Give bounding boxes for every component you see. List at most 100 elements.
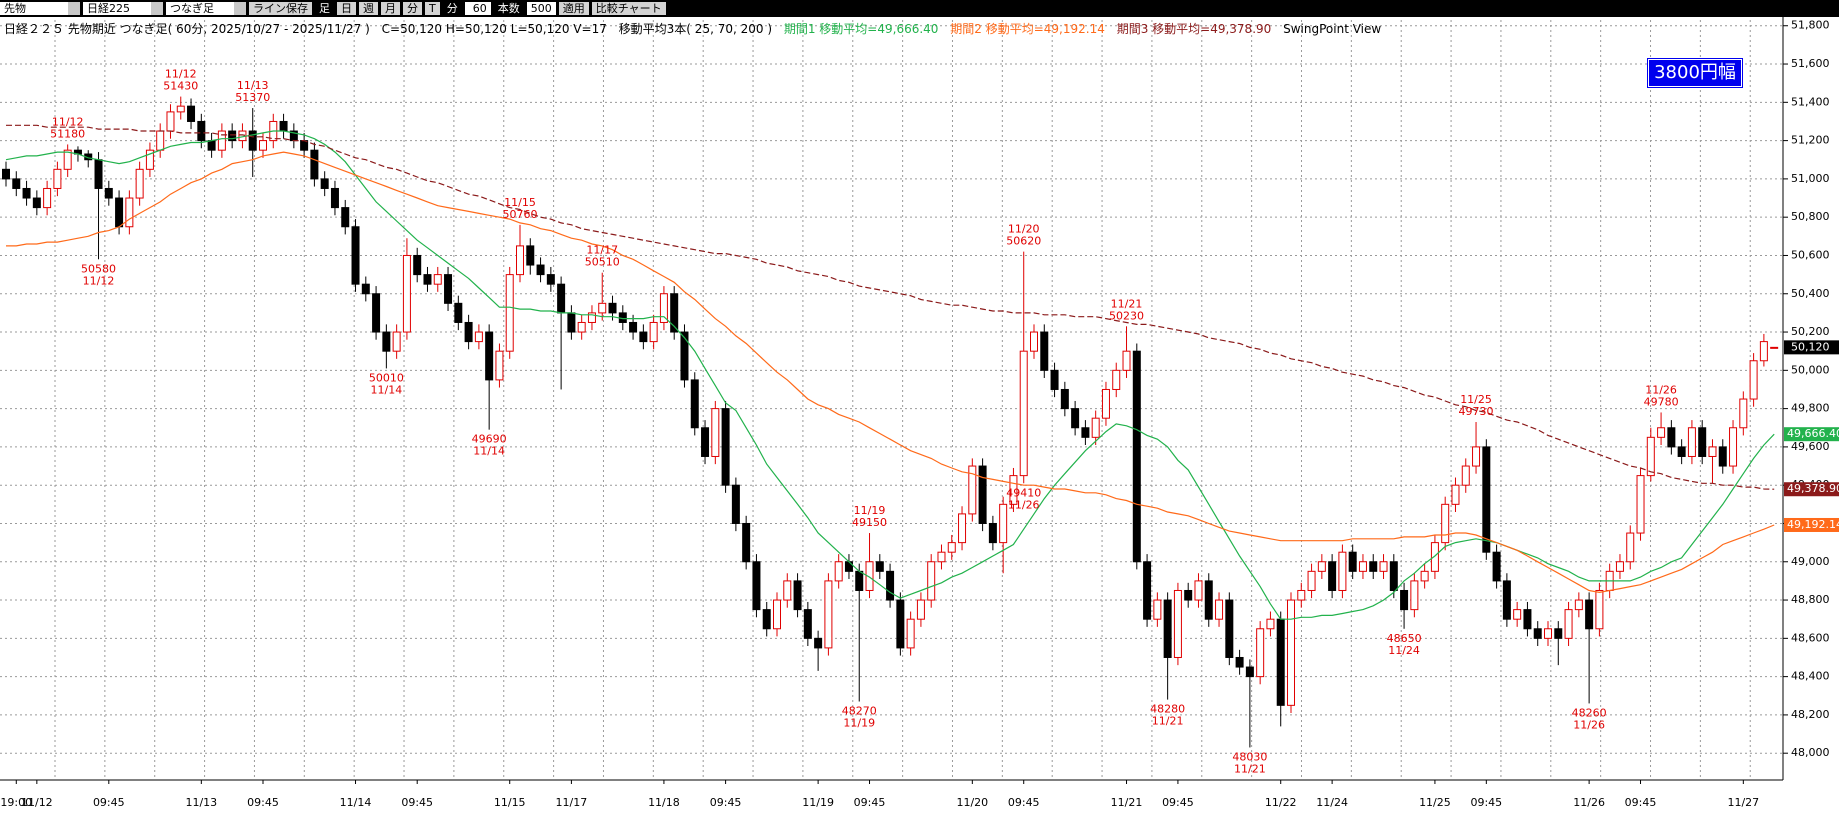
legend-entry: 期間3 移動平均=49,378.90 <box>1117 22 1272 36</box>
x-tick-label: 11/15 <box>494 796 526 809</box>
candle-body <box>814 637 823 649</box>
candle-body <box>1379 561 1388 572</box>
x-tick-label: 09:45 <box>93 796 125 809</box>
market-select[interactable]: 先物 <box>0 2 80 15</box>
y-tick-label: 51,000 <box>1791 172 1830 185</box>
candle-body <box>906 618 915 649</box>
day-button[interactable]: 日 <box>337 2 356 15</box>
candle-body <box>1574 599 1583 611</box>
candle-body <box>762 609 771 630</box>
candle-body <box>1461 465 1470 486</box>
candle-body <box>916 599 925 620</box>
candle-body <box>978 465 987 524</box>
count-input[interactable]: 500 <box>526 2 556 15</box>
swing-date: 11/12 <box>52 115 84 128</box>
candle-body <box>433 274 442 285</box>
swing-date: 11/12 <box>165 68 197 81</box>
candle-body <box>1718 446 1727 467</box>
x-tick-label: 11/13 <box>185 796 217 809</box>
week-button[interactable]: 週 <box>359 2 378 15</box>
candle-body <box>1081 427 1090 438</box>
ma-price-label: 49,666.40 <box>1787 427 1839 440</box>
candle-body <box>135 168 144 199</box>
y-tick-label: 50,200 <box>1791 325 1830 338</box>
candle-body <box>1050 369 1059 390</box>
candle-body <box>1009 475 1018 505</box>
candle-body <box>1502 580 1511 620</box>
candle-body <box>1256 628 1265 678</box>
candle-body <box>1585 599 1594 630</box>
candle-body <box>402 254 411 333</box>
save-button[interactable]: ライン保存 <box>249 2 312 15</box>
candle-body <box>1420 570 1429 582</box>
candle-body <box>217 130 226 151</box>
candle-body <box>1441 503 1450 544</box>
candle-body <box>1060 388 1069 410</box>
candle-body <box>721 408 730 486</box>
candle-body <box>834 561 843 582</box>
candle-body <box>125 197 134 228</box>
candle-body <box>320 178 329 189</box>
range-annotation: 3800円幅 <box>1647 58 1743 88</box>
candle-body <box>1276 618 1285 706</box>
candle-body <box>875 561 884 572</box>
swing-value: 50620 <box>1006 235 1041 248</box>
symbol-select[interactable]: 日経225 <box>83 2 163 15</box>
interval-input[interactable]: 60 <box>464 2 491 15</box>
candle-body <box>1739 398 1748 429</box>
candle-body <box>773 599 781 630</box>
swing-value: 49730 <box>1459 405 1494 418</box>
price-summary: C=50,120 H=50,120 L=50,120 V=17 <box>381 22 607 36</box>
y-tick-label: 48,800 <box>1791 593 1830 606</box>
apply-button[interactable]: 適用 <box>558 2 589 15</box>
x-tick-label: 19:00 <box>0 796 32 809</box>
tick-button[interactable]: T <box>425 2 440 15</box>
candle-body <box>176 105 185 113</box>
candle-body <box>1482 446 1491 553</box>
ma-line <box>6 151 1775 594</box>
candle-body <box>166 111 175 132</box>
month-button[interactable]: 月 <box>381 2 400 15</box>
y-tick-label: 49,000 <box>1791 555 1830 568</box>
count-label: 本数 <box>497 2 520 15</box>
mode-select[interactable]: つなぎ足 <box>166 2 246 15</box>
candle-body <box>865 561 874 591</box>
candle-body <box>670 293 679 333</box>
candle-body <box>731 484 740 524</box>
candle-body <box>577 321 586 333</box>
candle-body <box>207 140 216 151</box>
candle-body <box>701 427 710 457</box>
swing-value: 50760 <box>503 208 538 221</box>
candle-body <box>1687 427 1696 457</box>
candle-body <box>1615 561 1624 572</box>
candle-body <box>1667 427 1676 448</box>
candle-body <box>1071 408 1080 429</box>
candle-body <box>999 503 1008 544</box>
candle-body <box>1729 427 1738 467</box>
x-tick-label: 11/22 <box>1265 796 1297 809</box>
candle-body <box>259 140 267 151</box>
swing-date: 11/26 <box>1645 383 1677 396</box>
swing-date: 11/21 <box>1111 297 1143 310</box>
swing-date: 11/12 <box>83 274 115 287</box>
swing-date: 11/20 <box>1008 223 1040 236</box>
candle-body <box>587 312 596 323</box>
candle-body <box>1122 350 1131 371</box>
candle-body <box>1523 609 1532 630</box>
candle-body <box>1636 475 1645 534</box>
compare-button[interactable]: 比較チャート <box>591 2 666 15</box>
swing-value: 50010 <box>369 371 404 384</box>
ma-price-box <box>1784 517 1839 532</box>
legend-name: 期間1 移動平均= <box>783 22 878 36</box>
candle-body <box>659 293 668 323</box>
candle-body <box>1287 599 1295 706</box>
candle-body <box>1215 599 1224 620</box>
candle-body <box>1101 388 1110 419</box>
swing-date: 11/19 <box>854 504 886 517</box>
toolbar: 先物 日経225 つなぎ足 ライン保存 足 日 週 月 分 T 分 60 本数 … <box>0 0 1839 17</box>
candle-body <box>639 331 648 343</box>
candle-body <box>197 120 206 142</box>
x-tick-label: 11/21 <box>1111 796 1143 809</box>
minute-button[interactable]: 分 <box>403 2 422 15</box>
candle-body <box>1626 532 1635 563</box>
